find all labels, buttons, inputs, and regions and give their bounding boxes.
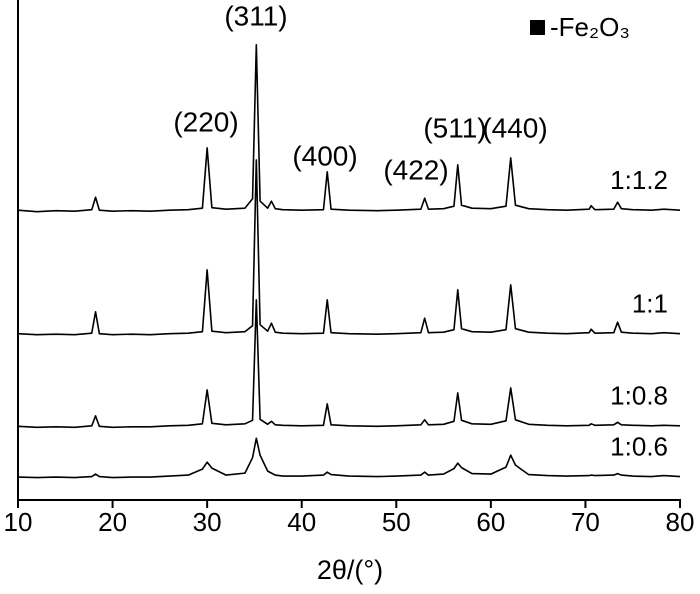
xrd-pattern: [17, 437, 681, 479]
series-label: 1:0.6: [610, 431, 668, 461]
peak-label: (511): [423, 112, 486, 143]
x-tick-label: 70: [571, 507, 600, 537]
x-axis-label: 2θ/(°): [317, 555, 383, 585]
x-tick-label: 80: [666, 507, 695, 537]
peak-label: (422): [383, 154, 448, 185]
series-label: 1:1: [632, 289, 668, 319]
peak-label: (400): [292, 140, 357, 171]
xrd-pattern: [17, 299, 681, 429]
series-label: 1:0.8: [610, 381, 668, 411]
xrd-pattern: [17, 44, 681, 213]
x-tick-label: 50: [382, 507, 411, 537]
peak-label: (440): [482, 112, 547, 143]
legend-marker: [530, 20, 545, 35]
peak-label: (311): [224, 0, 287, 31]
series-label: 1:1.2: [610, 165, 668, 195]
xrd-pattern: [17, 159, 681, 336]
x-tick-label: 20: [98, 507, 127, 537]
x-tick-label: 40: [287, 507, 316, 537]
x-tick-label: 60: [476, 507, 505, 537]
x-tick-label: 10: [4, 507, 33, 537]
legend-label: -Fe₂O₃: [550, 12, 630, 42]
peak-label: (220): [173, 106, 238, 137]
x-tick-label: 30: [193, 507, 222, 537]
